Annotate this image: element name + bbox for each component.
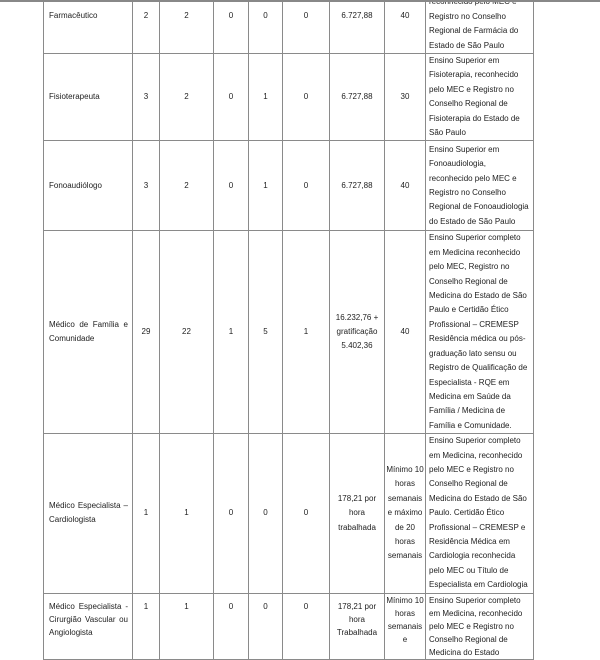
page-top-border [0,0,600,2]
count-cell: 1 [132,433,160,594]
count-cell: 1 [213,230,249,435]
count-cell: 5 [248,230,283,435]
job-title-cell: Fisioterapeuta [43,52,133,142]
count-cell: 0 [248,433,283,594]
positions-table: Farmacêutico 2 2 0 0 0 6.727,88 40 reconhecido p… [43,0,534,660]
job-title-cell: Médico Especialista - Cirurgião Vascular… [43,592,133,660]
salary-cell: 16.232,76 + gratificação 5.402,36 [329,230,385,435]
hours-cell: 40 [384,140,426,232]
requirements-cell: reconhecido pelo MEC e Registro no Conse… [425,0,534,54]
count-cell: 1 [248,52,283,142]
count-cell: 0 [248,592,283,660]
count-cell: 0 [248,0,283,54]
count-cell: 2 [159,0,214,54]
count-cell: 1 [159,433,214,594]
hours-cell: 40 [384,230,426,435]
count-cell: 0 [282,433,330,594]
table-row: Fonoaudiólogo 3 2 0 1 0 6.727,88 40 Ensino Super… [43,140,534,232]
count-cell: 0 [213,0,249,54]
count-cell: 0 [282,52,330,142]
table-row: Médico Especialista - Cirurgião Vascular… [43,592,534,660]
count-cell: 2 [159,52,214,142]
count-cell: 2 [159,140,214,232]
salary-cell: 6.727,88 [329,52,385,142]
count-cell: 1 [282,230,330,435]
requirements-cell: Ensino Superior completo em Medicina, re… [425,592,534,660]
count-cell: 0 [213,433,249,594]
table-row: Médico Especialista – Cardiologista 1 1 0 0 0… [43,433,534,594]
hours-cell: 30 [384,52,426,142]
salary-cell: 178,21 por hora trabalhada [329,433,385,594]
job-title-cell: Médico Especialista – Cardiologista [43,433,133,594]
count-cell: 22 [159,230,214,435]
hours-cell: 40 [384,0,426,54]
count-cell: 29 [132,230,160,435]
table-row: Farmacêutico 2 2 0 0 0 6.727,88 40 reconhecido p… [43,0,534,54]
requirements-cell: Ensino Superior em Fisioterapia, reconhe… [425,52,534,142]
count-cell: 3 [132,140,160,232]
count-cell: 2 [132,0,160,54]
count-cell: 0 [213,140,249,232]
salary-cell: 178,21 por hora Trabalhada [329,592,385,660]
count-cell: 0 [213,52,249,142]
requirements-cell: Ensino Superior em Fonoaudiologia, recon… [425,140,534,232]
count-cell: 0 [213,592,249,660]
requirements-cell: Ensino Superior completo em Medicina, re… [425,433,534,594]
requirements-cell: Ensino Superior completo em Medicina rec… [425,230,534,435]
count-cell: 1 [248,140,283,232]
job-title-cell: Farmacêutico [43,0,133,54]
hours-cell: Mínimo 10 horas semanais e [384,592,426,660]
table-row: Médico de Família e Comunidade 29 22 1 5 1 16.… [43,230,534,435]
hours-cell: Mínimo 10 horas semanais e máximo de 20 … [384,433,426,594]
count-cell: 3 [132,52,160,142]
salary-cell: 6.727,88 [329,0,385,54]
job-title-cell: Fonoaudiólogo [43,140,133,232]
count-cell: 1 [159,592,214,660]
job-title-cell: Médico de Família e Comunidade [43,230,133,435]
table-row: Fisioterapeuta 3 2 0 1 0 6.727,88 30 Ensino Supe… [43,52,534,142]
count-cell: 0 [282,0,330,54]
count-cell: 0 [282,140,330,232]
salary-cell: 6.727,88 [329,140,385,232]
count-cell: 1 [132,592,160,660]
count-cell: 0 [282,592,330,660]
